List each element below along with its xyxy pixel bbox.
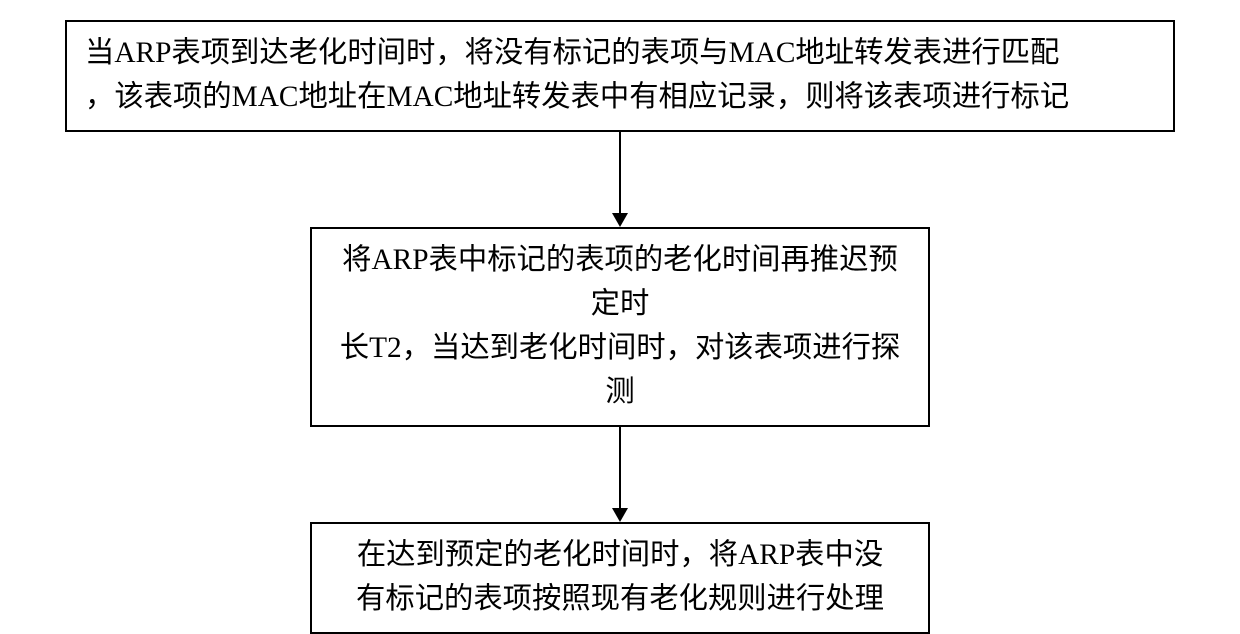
arrow-2 xyxy=(612,427,628,522)
step3-line2: 有标记的表项按照现有老化规则进行处理 xyxy=(330,578,910,622)
flowchart-step-2: 将ARP表中标记的表项的老化时间再推迟预定时 长T2，当达到老化时间时，对该表项… xyxy=(310,227,930,427)
step1-line1: 当ARP表项到达老化时间时，将没有标记的表项与MAC地址转发表进行匹配 xyxy=(85,32,1155,76)
step2-line1: 将ARP表中标记的表项的老化时间再推迟预定时 xyxy=(330,239,910,327)
flowchart-container: 当ARP表项到达老化时间时，将没有标记的表项与MAC地址转发表进行匹配 ，该表项… xyxy=(65,20,1175,634)
step1-line2: ，该表项的MAC地址在MAC地址转发表中有相应记录，则将该表项进行标记 xyxy=(85,76,1155,120)
arrow-1-line xyxy=(619,132,621,213)
step2-line2: 长T2，当达到老化时间时，对该表项进行探测 xyxy=(330,327,910,415)
flowchart-step-1: 当ARP表项到达老化时间时，将没有标记的表项与MAC地址转发表进行匹配 ，该表项… xyxy=(65,20,1175,132)
arrow-down-icon xyxy=(612,213,628,227)
step3-line1: 在达到预定的老化时间时，将ARP表中没 xyxy=(330,534,910,578)
arrow-1 xyxy=(612,132,628,227)
arrow-down-icon xyxy=(612,508,628,522)
flowchart-step-3: 在达到预定的老化时间时，将ARP表中没 有标记的表项按照现有老化规则进行处理 xyxy=(310,522,930,634)
arrow-2-line xyxy=(619,427,621,508)
